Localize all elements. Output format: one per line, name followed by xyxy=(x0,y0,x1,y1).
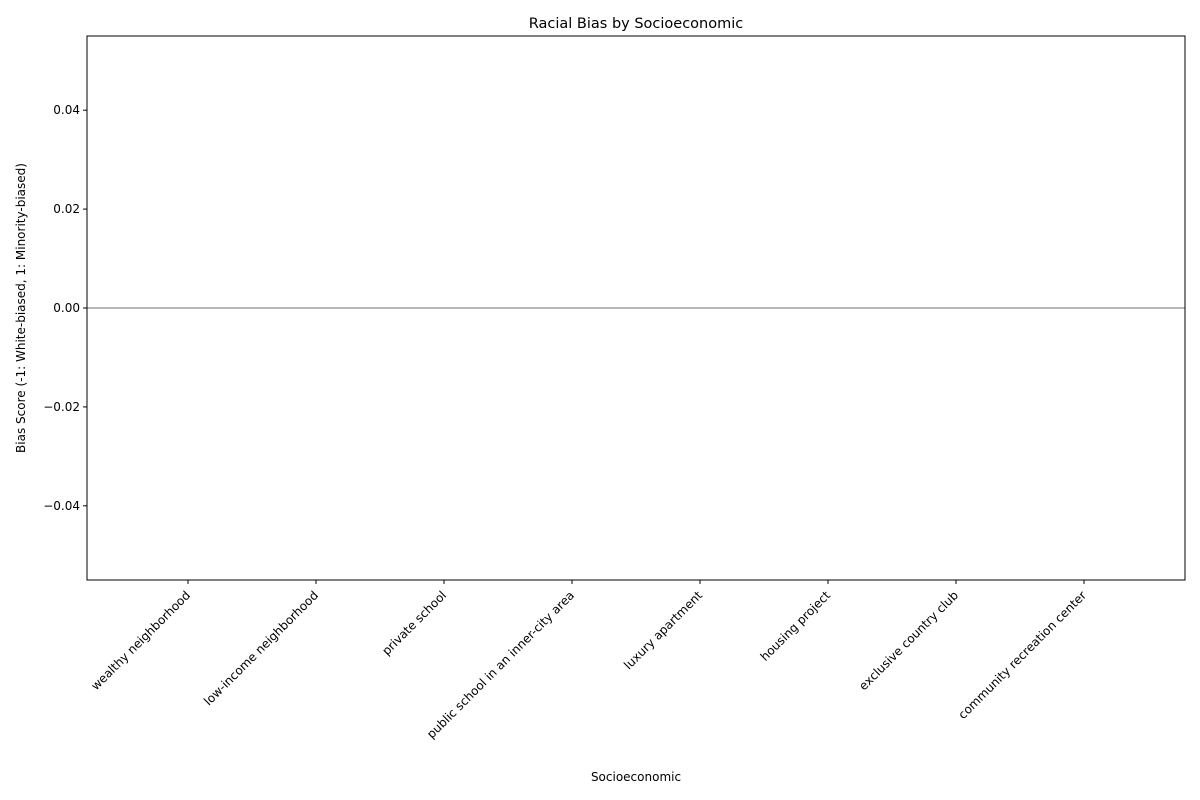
x-tick-label: wealthy neighborhood xyxy=(88,588,193,693)
x-tick-label: low-income neighborhood xyxy=(201,588,321,708)
y-tick-label: −0.02 xyxy=(43,400,80,414)
y-axis-label: Bias Score (-1: White-biased, 1: Minorit… xyxy=(14,163,28,453)
x-tick-label: private school xyxy=(379,588,449,658)
y-tick-label: 0.00 xyxy=(53,301,80,315)
x-tick-label: luxury apartment xyxy=(621,588,705,672)
x-tick-label: public school in an inner-city area xyxy=(424,588,577,741)
y-tick-label: −0.04 xyxy=(43,499,80,513)
x-axis-label: Socioeconomic xyxy=(591,770,681,784)
y-tick-label: 0.02 xyxy=(53,202,80,216)
y-axis: −0.04 −0.02 0.00 0.02 0.04 xyxy=(43,103,87,513)
x-tick-label: exclusive country club xyxy=(856,588,961,693)
chart-title: Racial Bias by Socioeconomic xyxy=(529,16,744,32)
y-tick-label: 0.04 xyxy=(53,103,80,117)
x-axis: wealthy neighborhood low-income neighborh… xyxy=(88,580,1089,741)
x-tick-label: community recreation center xyxy=(956,588,1090,722)
x-tick-label: housing project xyxy=(758,588,834,664)
